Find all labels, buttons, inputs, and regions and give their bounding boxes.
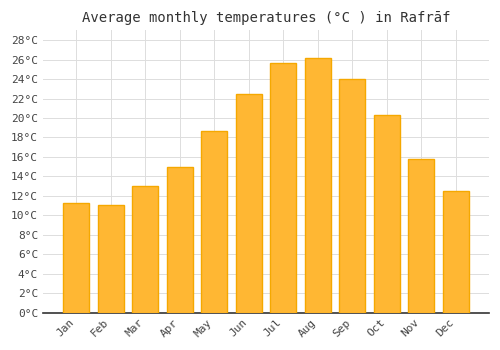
Bar	[304, 58, 330, 313]
Bar	[442, 191, 468, 313]
Bar	[132, 186, 158, 313]
Bar	[408, 159, 434, 313]
Bar	[339, 79, 365, 313]
Bar	[374, 115, 400, 313]
Bar	[236, 94, 262, 313]
Title: Average monthly temperatures (°C ) in Rafrāf: Average monthly temperatures (°C ) in Ra…	[82, 11, 450, 25]
Bar	[270, 63, 296, 313]
Bar	[63, 203, 89, 313]
Bar	[201, 131, 227, 313]
Bar	[98, 205, 124, 313]
Bar	[166, 167, 192, 313]
